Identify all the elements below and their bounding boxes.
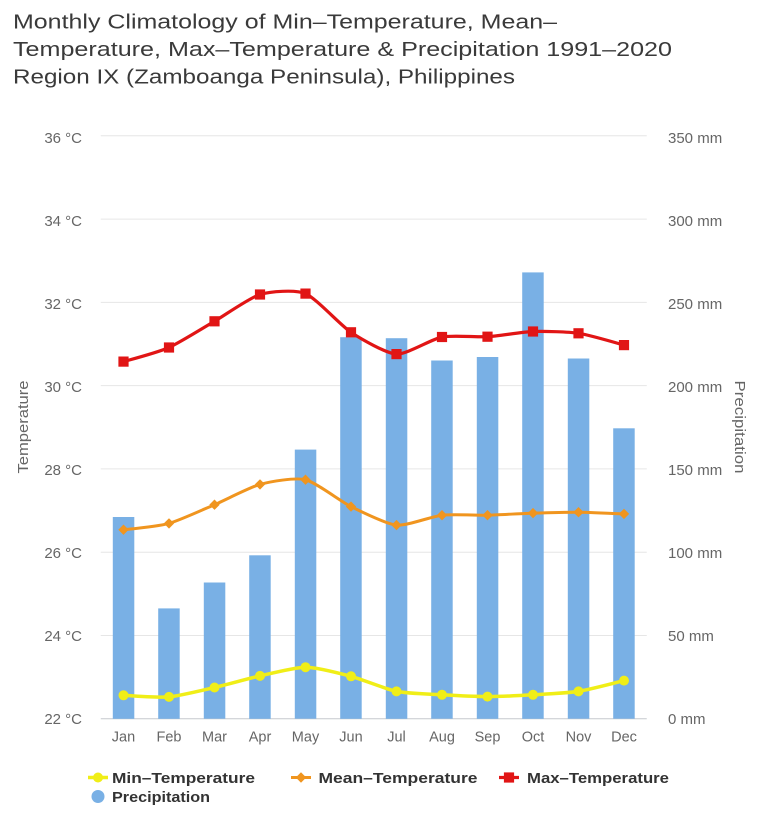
svg-text:300 mm: 300 mm	[668, 213, 722, 230]
svg-text:Max–Temperature: Max–Temperature	[527, 770, 669, 787]
svg-text:26 °C: 26 °C	[44, 545, 82, 562]
svg-text:28 °C: 28 °C	[44, 462, 82, 479]
svg-text:Region IX (Zamboanga Peninsula: Region IX (Zamboanga Peninsula), Philipp…	[13, 67, 515, 89]
svg-text:24 °C: 24 °C	[44, 628, 82, 645]
svg-text:Feb: Feb	[157, 730, 182, 746]
svg-text:34 °C: 34 °C	[44, 213, 82, 230]
svg-text:Jun: Jun	[339, 730, 362, 746]
svg-text:32 °C: 32 °C	[44, 296, 82, 313]
svg-text:150 mm: 150 mm	[668, 462, 722, 479]
svg-text:Temperature: Temperature	[15, 381, 32, 474]
svg-text:22 °C: 22 °C	[44, 711, 82, 728]
svg-text:Precipitation: Precipitation	[731, 381, 748, 474]
svg-text:250 mm: 250 mm	[668, 296, 722, 313]
svg-text:Jan: Jan	[112, 730, 135, 746]
svg-text:Jul: Jul	[387, 730, 406, 746]
svg-text:Precipitation: Precipitation	[112, 789, 210, 806]
svg-text:Monthly Climatology of Min–Tem: Monthly Climatology of Min–Temperature, …	[13, 12, 558, 34]
svg-text:50 mm: 50 mm	[668, 628, 714, 645]
svg-text:Aug: Aug	[429, 730, 455, 746]
svg-text:Mean–Temperature: Mean–Temperature	[319, 770, 478, 787]
svg-text:Mar: Mar	[202, 730, 227, 746]
svg-text:Oct: Oct	[522, 730, 545, 746]
svg-text:Dec: Dec	[611, 730, 637, 746]
svg-text:Min–Temperature: Min–Temperature	[112, 770, 255, 787]
svg-text:30 °C: 30 °C	[44, 379, 82, 396]
svg-text:Nov: Nov	[566, 730, 593, 746]
svg-text:0 mm: 0 mm	[668, 711, 706, 728]
svg-text:May: May	[292, 730, 320, 746]
svg-text:Temperature, Max–Temperature &: Temperature, Max–Temperature & Precipita…	[13, 39, 672, 61]
svg-text:100 mm: 100 mm	[668, 545, 722, 562]
svg-text:350 mm: 350 mm	[668, 130, 722, 147]
svg-text:200 mm: 200 mm	[668, 379, 722, 396]
svg-text:Apr: Apr	[249, 730, 272, 746]
svg-text:Sep: Sep	[475, 730, 501, 746]
svg-text:36 °C: 36 °C	[44, 130, 82, 147]
